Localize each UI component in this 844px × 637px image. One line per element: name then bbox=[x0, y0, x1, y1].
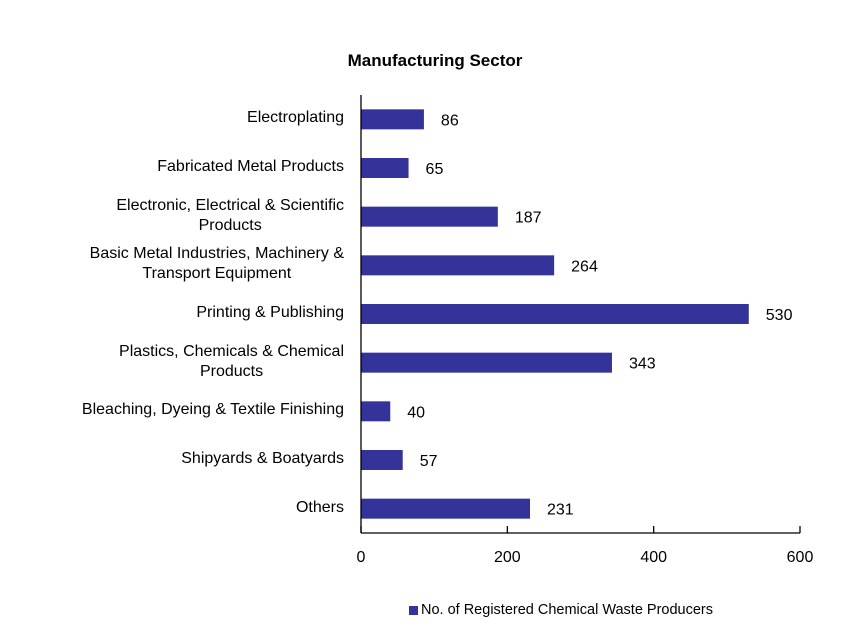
category-label-text: Others bbox=[295, 498, 344, 516]
category-label: Printing & Publishing bbox=[196, 303, 344, 323]
category-label-text: Shipyards & Boatyards bbox=[181, 450, 344, 467]
legend: No. of Registered Chemical Waste Produce… bbox=[409, 602, 713, 618]
category-label-text: Electroplating bbox=[247, 109, 344, 127]
data-label: 65 bbox=[426, 161, 444, 178]
data-label: 57 bbox=[420, 453, 438, 470]
category-label: Fabricated Metal Products bbox=[157, 157, 344, 177]
bar bbox=[361, 206, 498, 227]
data-label: 343 bbox=[629, 356, 656, 373]
category-label: Basic Metal Industries, Machinery & Tran… bbox=[90, 244, 344, 284]
x-tick-label: 400 bbox=[640, 549, 667, 566]
x-tick-label: 0 bbox=[357, 549, 366, 566]
category-label-text: Plastics, Chemicals & Chemical Products bbox=[119, 342, 344, 380]
bar bbox=[361, 450, 403, 470]
bar bbox=[361, 498, 531, 519]
category-label: Others bbox=[296, 498, 344, 518]
bar bbox=[361, 109, 424, 130]
chart-title: Manufacturing Sector bbox=[347, 51, 523, 70]
category-label-text: Electronic, Electrical & Scientific Prod… bbox=[116, 196, 344, 234]
category-label: Plastics, Chemicals & Chemical Products bbox=[119, 342, 344, 382]
data-label: 231 bbox=[547, 502, 574, 519]
x-tick-label: 600 bbox=[787, 549, 814, 566]
bar bbox=[361, 158, 409, 178]
x-tick-label: 200 bbox=[494, 549, 521, 566]
category-label: Bleaching, Dyeing & Textile Finishing bbox=[82, 400, 344, 420]
category-label-text: Basic Metal Industries, Machinery & Tran… bbox=[89, 245, 344, 283]
bar bbox=[361, 304, 749, 324]
legend-swatch bbox=[409, 605, 418, 615]
data-label: 530 bbox=[766, 307, 793, 324]
category-label: Electronic, Electrical & Scientific Prod… bbox=[116, 196, 344, 236]
legend-label: No. of Registered Chemical Waste Produce… bbox=[421, 602, 713, 618]
category-label-text: Printing & Publishing bbox=[196, 304, 344, 321]
data-label: 264 bbox=[571, 258, 598, 275]
category-label: Shipyards & Boatyards bbox=[181, 449, 344, 469]
data-label: 40 bbox=[407, 404, 425, 421]
data-label: 86 bbox=[441, 112, 459, 129]
category-label: Electroplating bbox=[247, 108, 344, 128]
category-label-text: Fabricated Metal Products bbox=[157, 158, 344, 175]
bar bbox=[361, 352, 612, 373]
bar bbox=[361, 401, 391, 422]
category-label-text: Bleaching, Dyeing & Textile Finishing bbox=[81, 401, 344, 419]
bar bbox=[361, 255, 555, 276]
data-label: 187 bbox=[515, 210, 542, 227]
